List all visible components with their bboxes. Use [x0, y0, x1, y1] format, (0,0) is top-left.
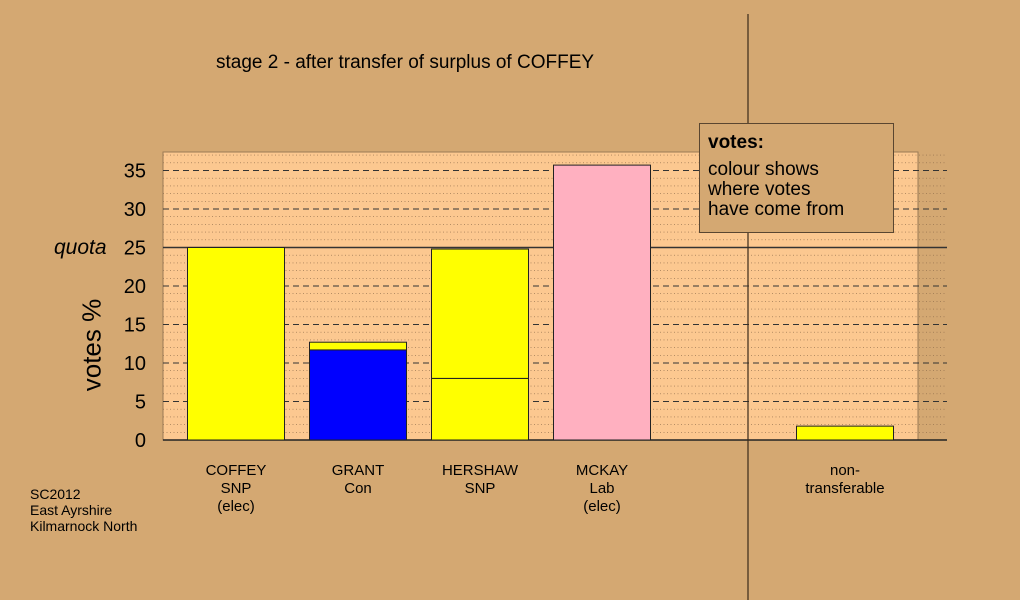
- x-category-label-line: SNP: [464, 480, 496, 497]
- y-tick-label: 10: [124, 353, 146, 375]
- x-category-label: MCKAY Lab (elec): [576, 462, 628, 516]
- bar-segment: [431, 248, 529, 379]
- legend: votes: colour shows where votes have com…: [699, 123, 894, 233]
- footnote-line: East Ayrshire: [30, 502, 113, 518]
- y-axis-label: votes %: [76, 298, 107, 392]
- y-tick-label: 25: [124, 238, 146, 260]
- x-category-label-line: (elec): [217, 498, 255, 515]
- y-tick-label: 30: [124, 199, 146, 221]
- bar-segment: [553, 164, 651, 441]
- legend-title: votes:: [708, 132, 764, 153]
- y-tick-label: 15: [124, 315, 146, 337]
- y-tick-label: 20: [124, 276, 146, 298]
- bar-segment: [796, 425, 894, 441]
- x-category-label: non-transferable: [805, 462, 884, 498]
- footnote-line: SC2012: [30, 486, 81, 502]
- chart-title: stage 2 - after transfer of surplus of C…: [216, 52, 595, 73]
- bar-segment: [309, 341, 407, 351]
- x-category-label-line: Lab: [589, 480, 615, 497]
- bar-segment: [431, 377, 529, 441]
- x-category-label-line: Con: [344, 480, 372, 497]
- x-category-label-line: COFFEY: [205, 462, 267, 479]
- legend-line: colour shows: [708, 159, 819, 180]
- x-category-label-line: MCKAY: [575, 462, 629, 479]
- x-category-label-line: GRANT: [331, 462, 385, 479]
- x-category-label: GRANT Con: [332, 462, 385, 498]
- footnote-line: Kilmarnock North: [30, 518, 138, 534]
- legend-line: where votes: [708, 179, 811, 200]
- quota-label: quota: [54, 236, 107, 259]
- y-tick-label: 5: [135, 392, 146, 414]
- y-tick-label: 0: [135, 430, 146, 452]
- bar-segment: [187, 247, 285, 441]
- bar-segment: [309, 349, 407, 441]
- x-category-label-line: HERSHAW: [441, 462, 519, 479]
- y-tick-label: 35: [124, 161, 146, 183]
- footnote: SC2012 East Ayrshire Kilmarnock North: [30, 486, 137, 534]
- x-category-label-line: transferable: [805, 480, 885, 497]
- x-category-label-line: (elec): [583, 498, 621, 515]
- x-category-label: HERSHAW SNP: [442, 462, 518, 498]
- x-category-label: COFFEY SNP (elec): [206, 462, 267, 516]
- legend-line: have come from: [708, 199, 845, 220]
- x-category-label-line: non-: [829, 462, 861, 479]
- x-category-label-line: SNP: [220, 480, 252, 497]
